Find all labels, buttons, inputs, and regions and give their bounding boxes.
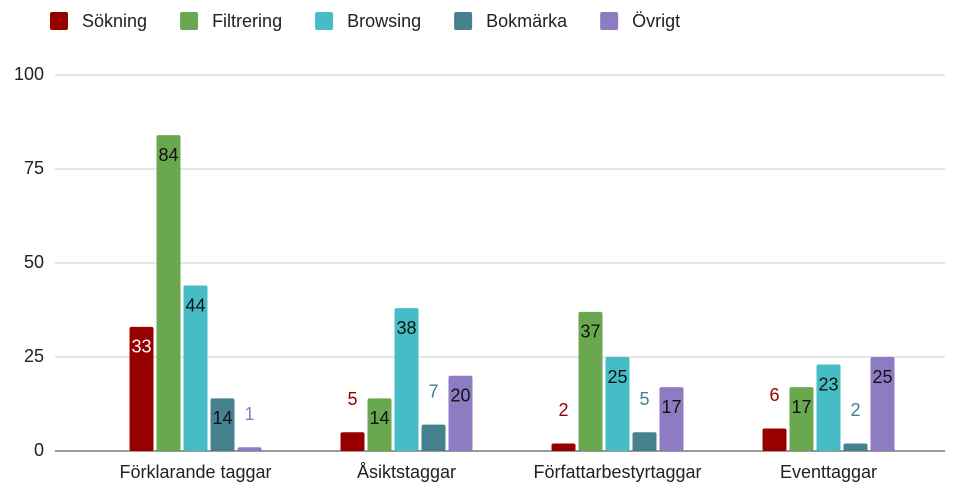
data-label: 44 <box>185 295 205 315</box>
data-label: 33 <box>131 337 151 357</box>
data-label: 1 <box>244 404 254 424</box>
data-label: 7 <box>428 381 438 401</box>
data-label: 25 <box>607 367 627 387</box>
bar <box>789 387 814 451</box>
x-tick-label: Åsiktstaggar <box>357 462 456 482</box>
data-label: 20 <box>450 386 470 406</box>
bar <box>367 398 392 451</box>
y-tick-label: 0 <box>34 440 44 460</box>
data-label: 14 <box>369 408 389 428</box>
data-label: 5 <box>347 389 357 409</box>
x-tick-label: Eventtaggar <box>780 462 877 482</box>
bar <box>340 432 365 451</box>
bar <box>394 308 419 451</box>
bar <box>762 428 787 451</box>
data-label: 38 <box>396 318 416 338</box>
y-tick-label: 75 <box>24 158 44 178</box>
data-label: 6 <box>769 385 779 405</box>
legend-swatch <box>600 12 619 30</box>
bar <box>578 311 603 451</box>
bar <box>551 443 576 451</box>
x-tick-label: Författarbestyrtaggar <box>533 462 701 482</box>
x-tick-label: Förklarande taggar <box>119 462 271 482</box>
bar <box>156 135 181 451</box>
legend-swatch <box>50 12 68 30</box>
bar <box>843 443 868 451</box>
data-label: 2 <box>558 400 568 420</box>
bar <box>448 375 473 451</box>
legend-label: Sökning <box>82 11 147 31</box>
data-label: 14 <box>212 408 232 428</box>
data-label: 17 <box>791 397 811 417</box>
data-label: 84 <box>158 145 178 165</box>
bar <box>632 432 657 451</box>
legend-label: Filtrering <box>212 11 282 31</box>
legend-swatch <box>180 12 199 30</box>
bar <box>129 326 154 451</box>
legend-swatch <box>454 12 473 30</box>
legend-label: Övrigt <box>632 11 680 31</box>
data-label: 25 <box>872 367 892 387</box>
bar <box>659 387 684 451</box>
data-label: 37 <box>580 322 600 342</box>
bar <box>605 357 630 451</box>
bar <box>237 447 262 451</box>
y-tick-label: 50 <box>24 252 44 272</box>
data-label: 5 <box>639 389 649 409</box>
y-tick-label: 100 <box>14 64 44 84</box>
bar <box>421 424 446 451</box>
legend-swatch <box>315 12 334 30</box>
legend-label: Browsing <box>347 11 421 31</box>
bar <box>210 398 235 451</box>
bar <box>816 364 841 451</box>
data-label: 23 <box>818 374 838 394</box>
data-label: 2 <box>850 400 860 420</box>
bar <box>183 285 208 451</box>
y-tick-label: 25 <box>24 346 44 366</box>
legend-label: Bokmärka <box>486 11 568 31</box>
data-label: 17 <box>661 397 681 417</box>
bar <box>870 357 895 451</box>
